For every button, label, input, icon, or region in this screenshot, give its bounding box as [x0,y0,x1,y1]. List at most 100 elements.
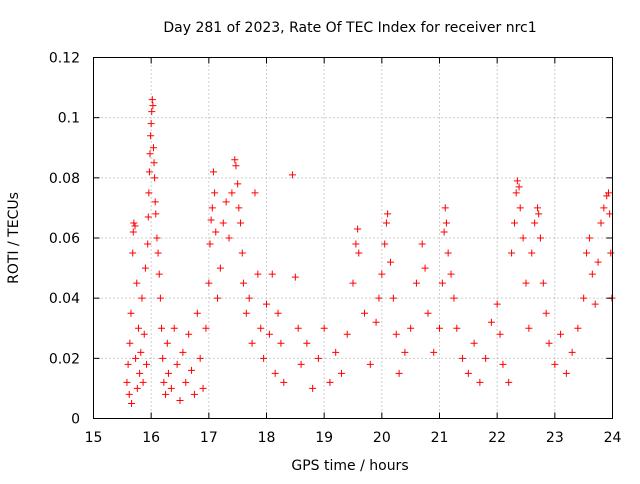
data-point [182,378,190,386]
data-point [238,249,246,257]
data-point [196,354,204,362]
data-point [535,210,543,218]
data-point [205,279,213,287]
data-point [585,234,593,242]
data-point [525,324,533,332]
y-tick-label: 0.1 [58,111,80,127]
data-point [138,294,146,302]
data-point [447,270,455,278]
data-point [294,324,302,332]
data-point [149,102,157,110]
data-point [436,324,443,332]
data-point [430,348,438,356]
data-point [139,378,147,386]
data-point [557,330,565,338]
data-point [384,210,392,218]
data-point [459,354,467,362]
data-point [248,339,256,347]
data-point [160,378,168,386]
data-point [386,258,394,266]
data-point [591,300,599,308]
data-point [493,300,501,308]
data-point [519,234,527,242]
data-point [418,240,426,248]
data-point [158,324,166,332]
data-point [444,249,452,257]
data-point [604,189,612,197]
plot-frame [93,57,613,419]
data-point [148,108,156,116]
data-point [148,96,156,104]
data-point [133,384,141,392]
y-tick-label: 0.08 [49,171,80,187]
data-point [450,294,458,302]
data-point [594,258,602,266]
data-point [188,366,196,374]
data-point [440,228,448,236]
data-point [144,240,152,248]
data-point [130,219,138,227]
data-point [496,330,504,338]
data-point [534,204,542,212]
data-point [149,144,157,152]
data-point [216,264,224,272]
data-point [545,339,553,347]
data-point [297,360,305,368]
data-point [190,390,198,398]
data-point [132,354,140,362]
data-point [164,369,172,377]
data-point [277,339,285,347]
data-point [499,360,507,368]
data-point [156,294,164,302]
data-point [375,294,383,302]
data-point [464,369,472,377]
data-point [309,384,317,392]
data-point [470,339,478,347]
data-point [129,249,137,257]
data-point [136,369,144,377]
data-point [202,324,210,332]
data-point [245,294,253,302]
data-point [392,330,400,338]
data-point [303,339,311,347]
data-point [257,324,265,332]
data-point [173,360,181,368]
axis-ticks [93,57,613,419]
data-point [280,378,288,386]
data-point [154,249,162,257]
data-point [274,309,282,317]
data-point [378,270,386,278]
data-point [260,354,268,362]
data-point [146,150,154,158]
data-point [516,204,524,212]
x-tick-label: 17 [200,430,218,446]
data-point [222,198,230,206]
data-point [343,330,351,338]
data-point [539,279,547,287]
y-tick-label: 0.12 [49,51,80,67]
data-point [389,294,397,302]
data-point [421,264,429,272]
data-point [528,249,536,257]
data-point [199,384,207,392]
data-point [219,219,227,227]
data-point [123,378,131,386]
x-tick-label: 18 [258,430,276,446]
data-point [159,354,167,362]
data-point [147,120,155,128]
data-point [137,348,145,356]
data-point [155,270,163,278]
y-axis-label: ROTI / TECUs [6,192,22,284]
data-point [407,324,415,332]
data-point [152,210,160,218]
data-point [588,270,596,278]
data-point [206,240,214,248]
data-point [600,204,608,212]
y-tick-label: 0.02 [49,351,80,367]
data-point [603,192,611,200]
data-point [212,228,220,236]
data-point [349,279,357,287]
data-point [228,189,236,197]
data-point [167,384,175,392]
